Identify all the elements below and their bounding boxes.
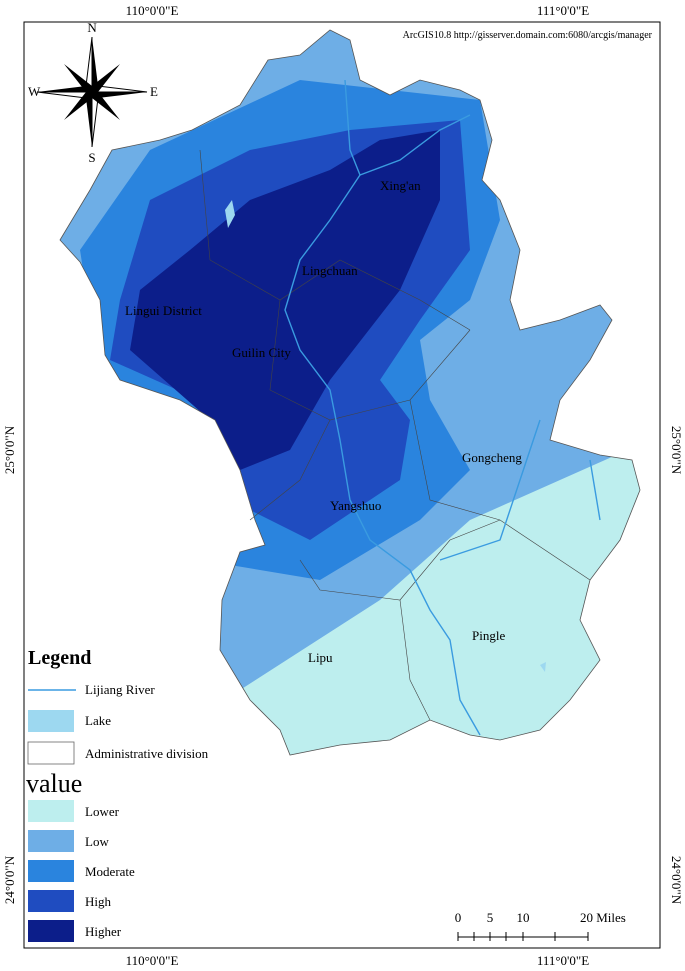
legend-title: Legend — [28, 647, 91, 669]
place-label: Lingui District — [125, 303, 202, 318]
credit: ArcGIS10.8 http://gisserver.domain.com:6… — [403, 30, 653, 41]
graticule-right: 25°0'0"N — [669, 426, 684, 475]
legend-class: Higher — [85, 924, 122, 939]
graticule-bottom: 110°0'0"E — [126, 953, 179, 968]
legend-class: Moderate — [85, 864, 135, 879]
place-label: Lingchuan — [302, 263, 358, 278]
legend-swatch — [28, 920, 74, 942]
legend-swatch — [28, 890, 74, 912]
compass-s: S — [88, 150, 95, 165]
place-label: Gongcheng — [462, 450, 522, 465]
legend-class: Lower — [85, 804, 120, 819]
legend-label: Lake — [85, 713, 111, 728]
boundary — [59, 29, 641, 756]
compass-e: E — [150, 84, 158, 99]
scale-label: 0 — [455, 910, 462, 925]
graticule-left: 24°0'0"N — [2, 855, 17, 904]
legend-label: Lijiang River — [85, 682, 155, 697]
graticule-top: 111°0'0"E — [537, 3, 589, 18]
legend-swatch — [28, 860, 74, 882]
zone — [130, 130, 440, 470]
lake — [540, 662, 546, 672]
scale-bar: 0 5 10 20 Miles — [455, 910, 626, 941]
scale-label: 5 — [487, 910, 494, 925]
legend-class: Low — [85, 834, 109, 849]
place-label: Guilin City — [232, 345, 291, 360]
place-label: Xing'an — [380, 178, 421, 193]
compass-n: N — [87, 20, 97, 35]
graticule-bottom: 111°0'0"E — [537, 953, 589, 968]
compass: N S E W — [28, 20, 158, 165]
lake — [225, 200, 235, 228]
admin-lines — [199, 149, 591, 721]
graticule-top: 110°0'0"E — [126, 3, 179, 18]
legend-label: Administrative division — [85, 746, 209, 761]
place-label: Pingle — [472, 628, 505, 643]
graticule-left: 25°0'0"N — [2, 425, 17, 474]
rivers — [284, 79, 601, 736]
graticule-right: 24°0'0"N — [669, 856, 684, 905]
place-label: Lipu — [308, 650, 333, 665]
legend-class: High — [85, 894, 112, 909]
legend-admin — [27, 741, 75, 765]
compass-w: W — [28, 84, 41, 99]
scale-label: 20 Miles — [580, 910, 626, 925]
place-label: Yangshuo — [330, 498, 381, 513]
frame — [23, 21, 661, 949]
scale-label: 10 — [517, 910, 530, 925]
legend-lake — [28, 710, 74, 732]
value-title: value — [26, 769, 82, 798]
legend-swatch — [28, 830, 74, 852]
legend-swatch — [28, 800, 74, 822]
